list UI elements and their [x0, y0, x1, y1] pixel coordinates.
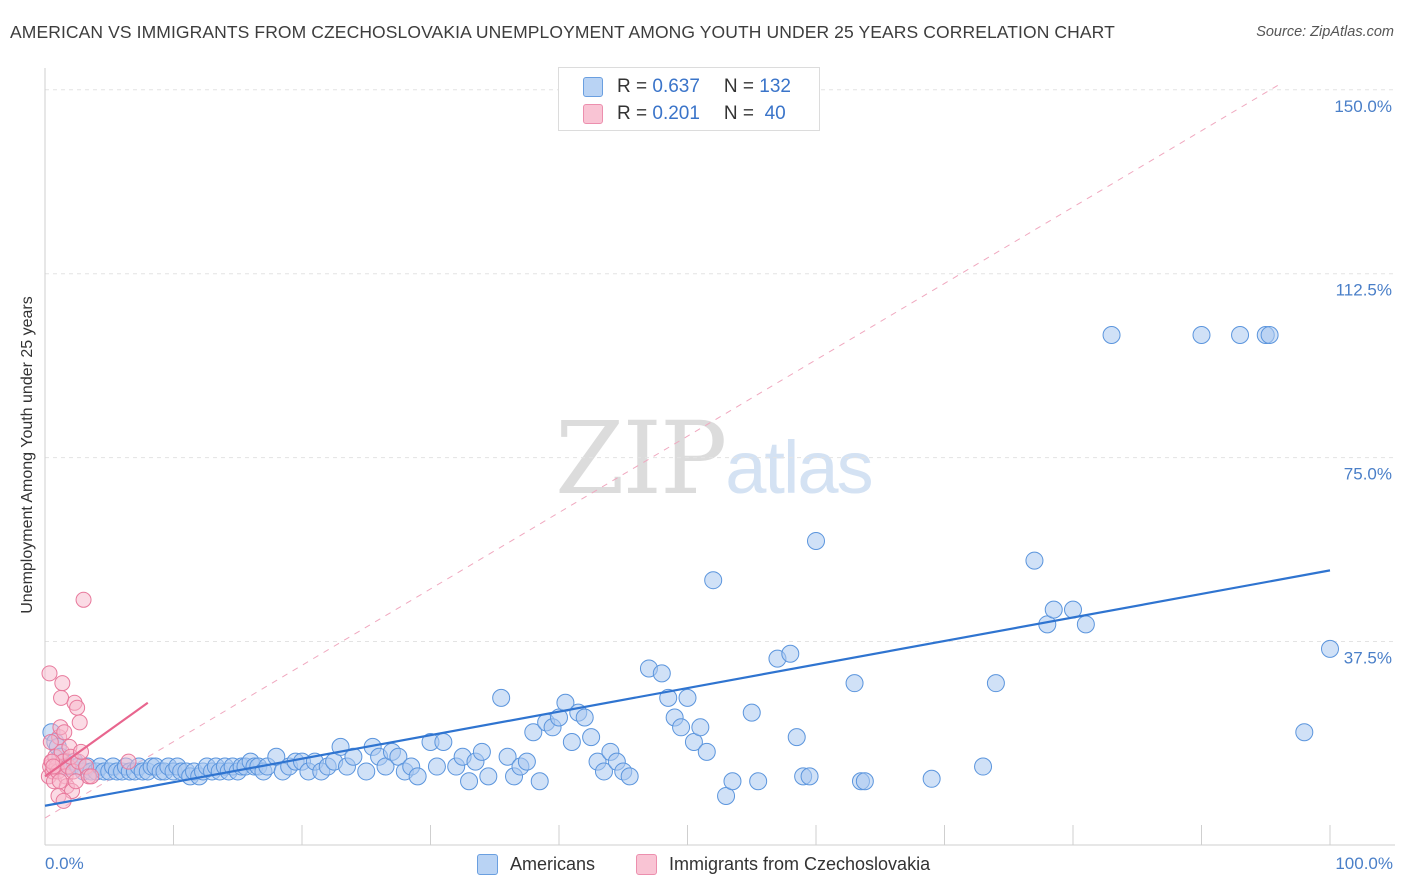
legend-item-americans[interactable]: Americans: [477, 851, 595, 877]
y-tick-label-3: 150.0%: [1334, 97, 1392, 116]
americans-point-129: [974, 757, 993, 776]
legend-row-americans: R = 0.637 N = 132: [583, 74, 791, 100]
americans-point-88: [517, 752, 536, 771]
americans-point-123: [800, 767, 819, 786]
americans-point-124: [807, 531, 825, 550]
americans-point-85: [498, 747, 517, 766]
americans-point-76: [427, 757, 446, 776]
americans-swatch: [583, 77, 603, 97]
americans-point-127: [855, 772, 874, 791]
americans-points: [42, 326, 1339, 805]
immigrants-legend-swatch: [636, 853, 657, 875]
americans-point-66: [357, 762, 376, 781]
tick-labels: 37.5% 75.0% 112.5% 150.0% 0.0% 100.0%: [45, 97, 1393, 873]
immigrants-legend-label: Immigrants from Czechoslovakia: [669, 853, 931, 874]
dashed-reference-line: [44, 84, 1279, 819]
americans-legend-label: Americans: [510, 853, 596, 874]
americans-point-95: [562, 733, 581, 752]
axes: [44, 68, 1395, 846]
immigrants-point-24: [71, 714, 88, 731]
americans-point-140: [1260, 326, 1279, 344]
y-tick-label-1: 75.0%: [1344, 465, 1392, 484]
americans-point-136: [1102, 326, 1121, 344]
immigrants-point-39: [120, 753, 137, 770]
americans-point-138: [1231, 326, 1250, 344]
americans-point-117: [742, 703, 761, 722]
immigrants-point-38: [83, 768, 100, 785]
n-value-immigrants: 40: [759, 103, 786, 124]
americans-point-142: [1321, 639, 1339, 658]
americans-point-104: [620, 767, 639, 786]
x-tick-label-0: 0.0%: [45, 854, 84, 873]
americans-point-120: [781, 644, 800, 663]
americans-point-82: [472, 742, 491, 761]
americans-point-89: [524, 723, 543, 742]
americans-point-80: [460, 772, 479, 791]
americans-point-107: [659, 688, 678, 707]
x-tick-label-1: 100.0%: [1335, 854, 1393, 873]
americans-point-113: [697, 742, 716, 761]
americans-point-128: [922, 769, 941, 788]
americans-point-133: [1044, 600, 1063, 619]
correlation-legend: R = 0.637 N = 132 R = 0.201 N = 40: [558, 67, 820, 131]
immigrants-point-29: [45, 758, 62, 775]
r-value-americans: 0.637: [652, 76, 700, 97]
immigrants-point-22: [69, 699, 86, 716]
americans-point-121: [787, 728, 806, 747]
americans-point-90: [530, 772, 549, 791]
n-label: N =: [723, 103, 760, 124]
immigrants-point-26: [41, 665, 58, 682]
immigrants-point-31: [51, 773, 68, 790]
americans-point-110: [678, 688, 697, 707]
americans-point-131: [1025, 551, 1044, 570]
americans-legend-swatch: [477, 853, 498, 875]
americans-point-114: [704, 571, 723, 590]
n-label: N =: [723, 76, 760, 97]
americans-point-97: [575, 708, 594, 727]
americans-point-141: [1295, 723, 1314, 742]
legend-row-immigrants: R = 0.201 N = 40: [583, 101, 786, 127]
immigrants-point-27: [42, 734, 59, 751]
r-label: R =: [617, 76, 653, 97]
americans-point-77: [434, 733, 453, 752]
americans-point-83: [479, 767, 498, 786]
r-value-immigrants: 0.201: [652, 103, 700, 124]
r-label: R =: [617, 103, 653, 124]
immigrants-trend-line: [44, 701, 149, 778]
americans-point-137: [1192, 326, 1211, 344]
americans-trend-line: [44, 569, 1331, 807]
americans-point-106: [652, 664, 671, 683]
source-label: Source: ZipAtlas.com: [1256, 24, 1394, 40]
y-tick-label-2: 112.5%: [1336, 281, 1392, 300]
americans-point-118: [749, 772, 768, 791]
immigrants-swatch: [583, 104, 603, 124]
trend-lines: [44, 569, 1331, 807]
reference-dashed-line: [44, 84, 1279, 819]
immigrants-point-12: [56, 724, 73, 741]
americans-point-116: [723, 772, 742, 791]
immigrants-point-35: [75, 591, 92, 608]
americans-point-112: [691, 718, 710, 737]
immigrants-point-32: [53, 689, 70, 706]
americans-point-109: [672, 718, 691, 737]
n-value-americans: 132: [759, 76, 791, 97]
grid-lines: [45, 89, 1395, 642]
americans-point-100: [594, 762, 613, 781]
y-tick-label-0: 37.5%: [1344, 648, 1392, 667]
chart-title: AMERICAN VS IMMIGRANTS FROM CZECHOSLOVAK…: [10, 22, 1115, 42]
americans-point-84: [492, 688, 511, 707]
immigrants-point-33: [54, 675, 71, 692]
americans-point-74: [408, 767, 427, 786]
legend-item-immigrants[interactable]: Immigrants from Czechoslovakia: [636, 851, 930, 877]
americans-point-98: [582, 728, 601, 747]
americans-point-135: [1076, 615, 1095, 634]
americans-point-125: [845, 674, 864, 693]
americans-point-130: [986, 674, 1005, 693]
